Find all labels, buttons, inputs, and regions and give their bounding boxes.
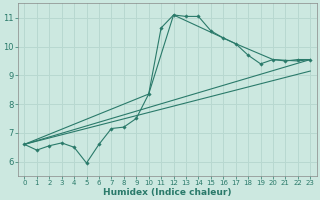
X-axis label: Humidex (Indice chaleur): Humidex (Indice chaleur) <box>103 188 232 197</box>
